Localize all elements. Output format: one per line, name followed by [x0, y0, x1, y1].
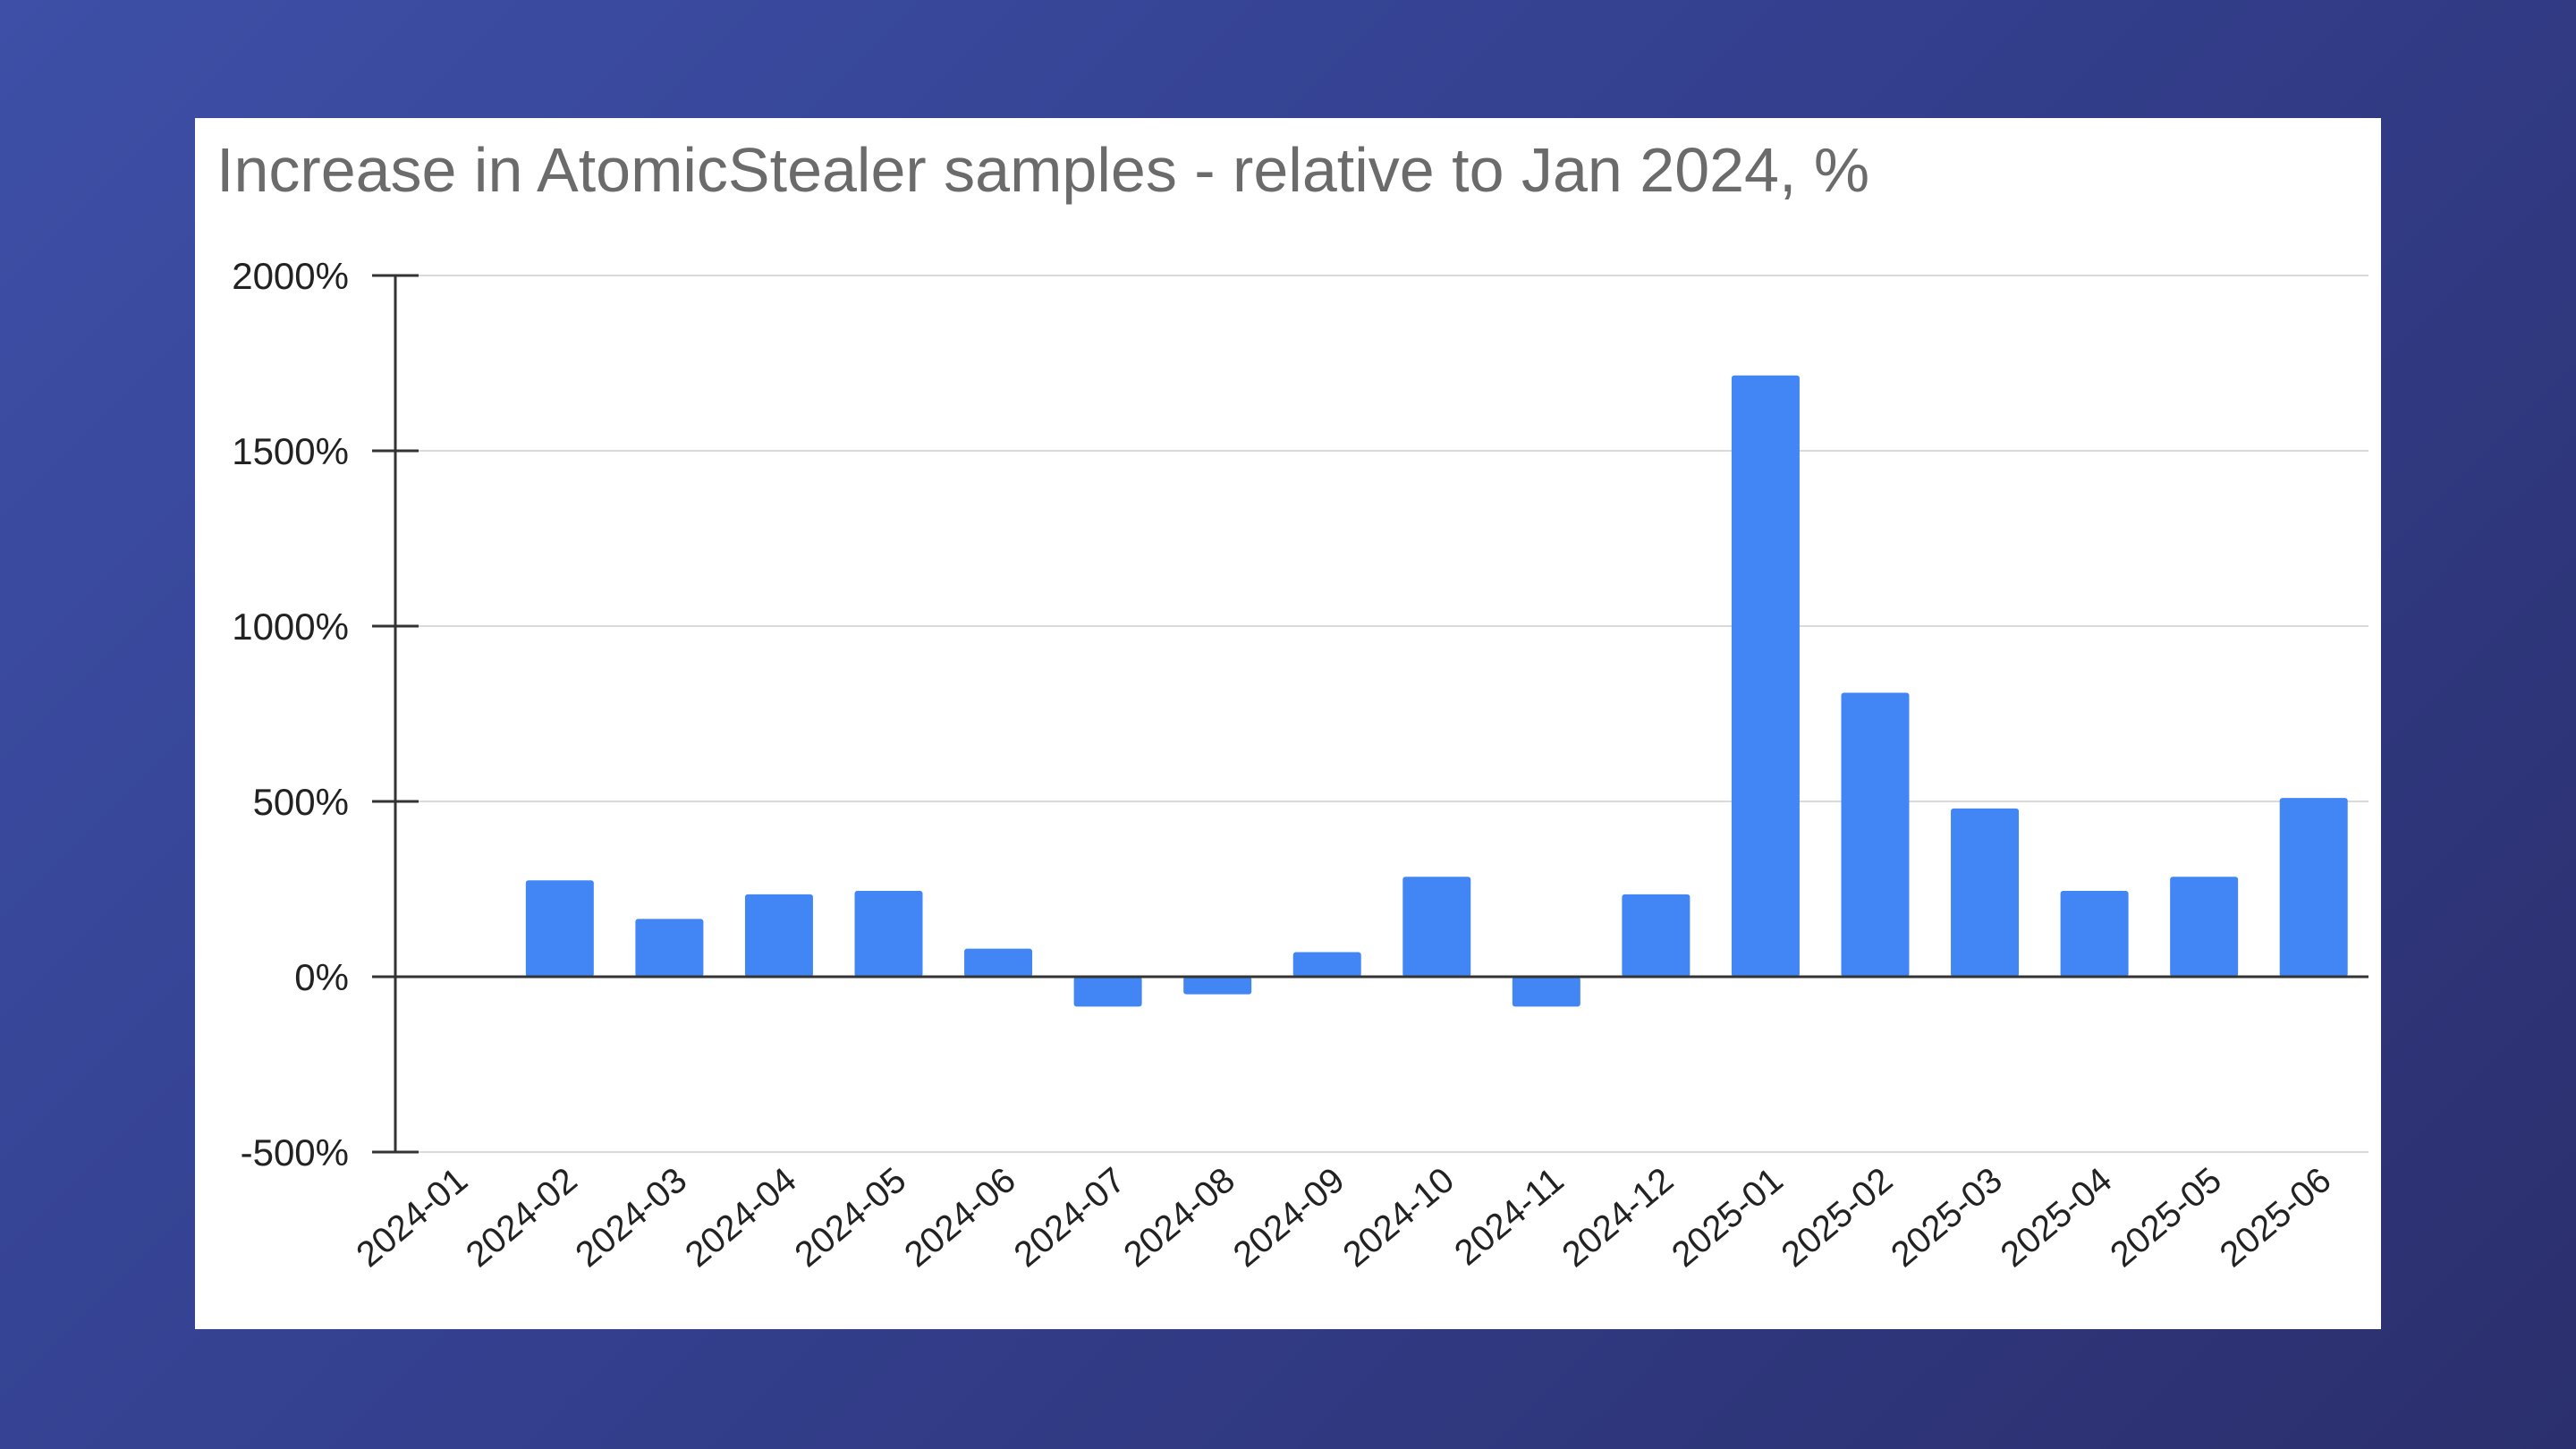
bar-2025-01 [1731, 375, 1800, 978]
bar-2024-11 [1512, 977, 1580, 1007]
chart-card: Increase in AtomicStealer samples - rela… [195, 118, 2381, 1329]
x-tick-label: 2024-02 [459, 1160, 585, 1275]
bar-2025-06 [2279, 798, 2348, 977]
x-tick-label: 2024-05 [788, 1160, 914, 1275]
bar-2024-03 [635, 919, 704, 977]
bar-2025-02 [1841, 692, 1910, 977]
y-tick-label: 2000% [232, 255, 349, 297]
x-tick-label: 2024-09 [1226, 1160, 1352, 1275]
x-tick-label: 2025-02 [1775, 1160, 1901, 1275]
bar-chart: 2000% 1500% 1000% 500% 0% -500%2024-012024-02… [232, 255, 2368, 1275]
bar-2024-07 [1073, 977, 1142, 1007]
bar-2025-03 [1951, 808, 2020, 977]
y-tick-label: 1000% [232, 606, 349, 648]
x-tick-label: 2025-05 [2103, 1160, 2229, 1275]
bar-2024-05 [854, 890, 923, 977]
x-tick-label: 2025-03 [1884, 1160, 2010, 1275]
x-tick-label: 2024-03 [568, 1160, 694, 1275]
x-tick-label: 2025-06 [2213, 1160, 2339, 1275]
bar-2024-02 [525, 880, 594, 977]
bar-2024-08 [1183, 977, 1252, 995]
x-tick-label: 2024-06 [897, 1160, 1023, 1275]
x-tick-label: 2025-01 [1665, 1160, 1791, 1275]
bar-2024-04 [744, 894, 813, 977]
bar-2024-12 [1622, 894, 1690, 977]
x-tick-label: 2024-12 [1555, 1160, 1681, 1275]
bar-2024-10 [1402, 877, 1471, 977]
y-tick-label: 500% [253, 781, 349, 823]
x-tick-label: 2024-07 [1007, 1160, 1133, 1275]
x-tick-label: 2024-08 [1116, 1160, 1242, 1275]
x-tick-label: 2025-04 [1994, 1160, 2120, 1275]
bar-2024-06 [964, 948, 1033, 977]
x-tick-label: 2024-10 [1335, 1160, 1462, 1275]
x-tick-label: 2024-04 [678, 1160, 804, 1275]
bar-2024-09 [1292, 952, 1361, 977]
y-tick-label: -500% [241, 1131, 349, 1174]
x-tick-label: 2024-01 [349, 1160, 475, 1275]
y-tick-label: 1500% [232, 430, 349, 472]
y-tick-label: 0% [294, 956, 349, 998]
x-tick-label: 2024-11 [1447, 1160, 1571, 1273]
chart-title: Increase in AtomicStealer samples - rela… [216, 135, 1870, 205]
bar-2025-04 [2060, 890, 2129, 977]
bar-2025-05 [2170, 877, 2239, 977]
